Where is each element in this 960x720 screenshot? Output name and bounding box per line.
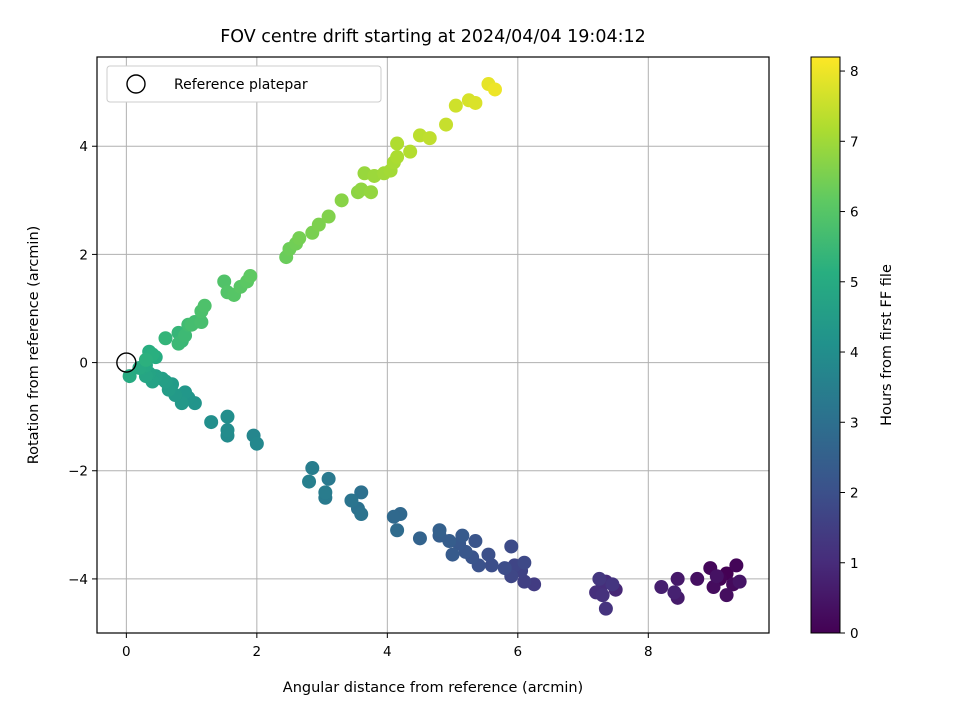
colorbar-tick-label: 0 [850,626,859,642]
plot-area [96,56,770,634]
plot-frame [96,56,770,634]
data-point [403,144,418,159]
colorbar: 0 1 2 3 4 5 6 7 8 Hours from first FF file [810,56,895,642]
data-point [318,485,333,500]
data-point [158,331,173,346]
reference-marker-layer [116,352,137,373]
y-tick-label: 4 [79,139,88,155]
legend-entry-reference: Reference platepar [174,77,308,93]
data-point [390,136,405,151]
colorbar-tick-label: 5 [850,275,859,291]
y-tick-label: 2 [79,247,88,263]
data-point [468,534,483,549]
data-point [605,577,620,592]
y-tick-label: −4 [68,572,88,588]
data-point [667,585,682,600]
x-tick-label: 6 [514,644,523,660]
x-axis-label: Angular distance from reference (arcmin) [283,680,583,696]
legend: Reference platepar [106,65,382,103]
data-point [497,561,512,576]
y-tick-label: −2 [68,464,88,480]
data-point [204,415,219,430]
data-point [194,315,209,330]
data-point [445,547,460,562]
data-point [719,588,734,603]
colorbar-tick-label: 8 [850,64,859,80]
x-axis-ticks: 0 2 4 6 8 [122,633,653,660]
y-tick-label: 0 [79,356,88,372]
reference-platepar-marker [116,352,137,373]
data-point [305,461,320,476]
colorbar-tick-label: 7 [850,134,859,150]
colorbar-tick-label: 2 [850,486,859,502]
data-point [729,558,744,573]
grid [97,57,769,633]
data-point [364,185,379,200]
data-point [487,82,502,97]
data-point [468,95,483,110]
x-tick-label: 4 [383,644,392,660]
colorbar-tick-label: 3 [850,415,859,431]
chart-title: FOV centre drift starting at 2024/04/04 … [220,27,646,47]
legend-box [106,65,382,103]
data-point [334,193,349,208]
x-tick-label: 2 [253,644,262,660]
data-point [138,352,153,367]
data-point [481,547,496,562]
data-point [690,571,705,586]
data-point [321,209,336,224]
data-point [386,509,401,524]
data-point [354,507,369,522]
data-point [504,539,519,554]
y-axis-ticks: −4 −2 0 2 4 [68,139,97,588]
data-point [344,493,359,508]
x-tick-label: 8 [644,644,653,660]
data-points [122,77,747,616]
data-point [484,558,499,573]
colorbar-label: Hours from first FF file [879,264,895,426]
colorbar-tick-label: 6 [850,205,859,221]
data-point [592,571,607,586]
data-point [390,150,405,165]
data-point [292,231,307,246]
colorbar-gradient [810,56,841,634]
data-point [243,269,258,284]
data-point [354,485,369,500]
data-point [448,98,463,113]
legend-marker-reference [126,74,146,94]
colorbar-tick-label: 4 [850,345,859,361]
colorbar-tick-label: 1 [850,556,859,572]
data-point [321,471,336,486]
data-point [220,409,235,424]
data-point [422,131,437,146]
data-point [412,531,427,546]
data-point [598,601,613,616]
x-tick-label: 0 [122,644,131,660]
data-point [439,117,454,132]
data-point [220,423,235,438]
data-point [517,574,532,589]
data-point [432,523,447,538]
data-point [709,569,724,584]
data-point [517,555,532,570]
data-point [706,580,721,595]
y-axis-label: Rotation from reference (arcmin) [26,226,42,465]
data-point [217,274,232,289]
data-point [595,588,610,603]
data-point [670,571,685,586]
data-point [249,436,264,451]
data-point [654,580,669,595]
data-point [732,574,747,589]
data-point [302,474,317,489]
data-point [178,328,193,343]
colorbar-ticks: 0 1 2 3 4 5 6 7 8 [840,64,859,642]
data-point [311,217,326,232]
data-point [197,298,212,313]
data-point [390,523,405,538]
data-point [455,528,470,543]
